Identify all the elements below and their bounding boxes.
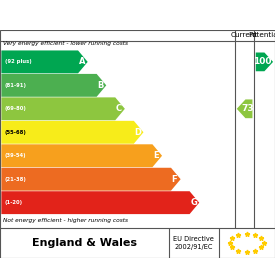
Polygon shape <box>1 74 106 97</box>
Text: Very energy efficient - lower running costs: Very energy efficient - lower running co… <box>3 42 128 46</box>
Text: (39-54): (39-54) <box>5 153 26 158</box>
Polygon shape <box>1 168 181 191</box>
Text: (69-80): (69-80) <box>5 106 27 111</box>
Text: 100: 100 <box>254 57 272 66</box>
Polygon shape <box>1 51 88 73</box>
Polygon shape <box>1 144 162 167</box>
Text: Not energy efficient - higher running costs: Not energy efficient - higher running co… <box>3 217 128 223</box>
Polygon shape <box>256 53 273 71</box>
Text: Energy Efficiency Rating: Energy Efficiency Rating <box>8 8 192 21</box>
Polygon shape <box>1 97 125 120</box>
Text: (81-91): (81-91) <box>5 83 27 88</box>
Text: A: A <box>79 57 85 66</box>
Text: D: D <box>134 128 141 137</box>
Polygon shape <box>1 121 144 144</box>
Text: E: E <box>153 151 159 160</box>
Text: F: F <box>172 175 177 184</box>
Text: (1-20): (1-20) <box>5 200 23 205</box>
Polygon shape <box>237 99 252 118</box>
Polygon shape <box>1 191 199 214</box>
Text: G: G <box>190 198 197 207</box>
Text: EU Directive
2002/91/EC: EU Directive 2002/91/EC <box>174 236 214 250</box>
Text: 73: 73 <box>241 104 254 113</box>
Text: (21-38): (21-38) <box>5 177 27 182</box>
Text: B: B <box>97 81 104 90</box>
Text: England & Wales: England & Wales <box>32 238 137 248</box>
Text: C: C <box>116 104 122 113</box>
Text: (92 plus): (92 plus) <box>5 59 31 64</box>
Text: (55-68): (55-68) <box>5 130 27 135</box>
Text: Current: Current <box>231 32 258 38</box>
Text: Potential: Potential <box>249 32 275 38</box>
